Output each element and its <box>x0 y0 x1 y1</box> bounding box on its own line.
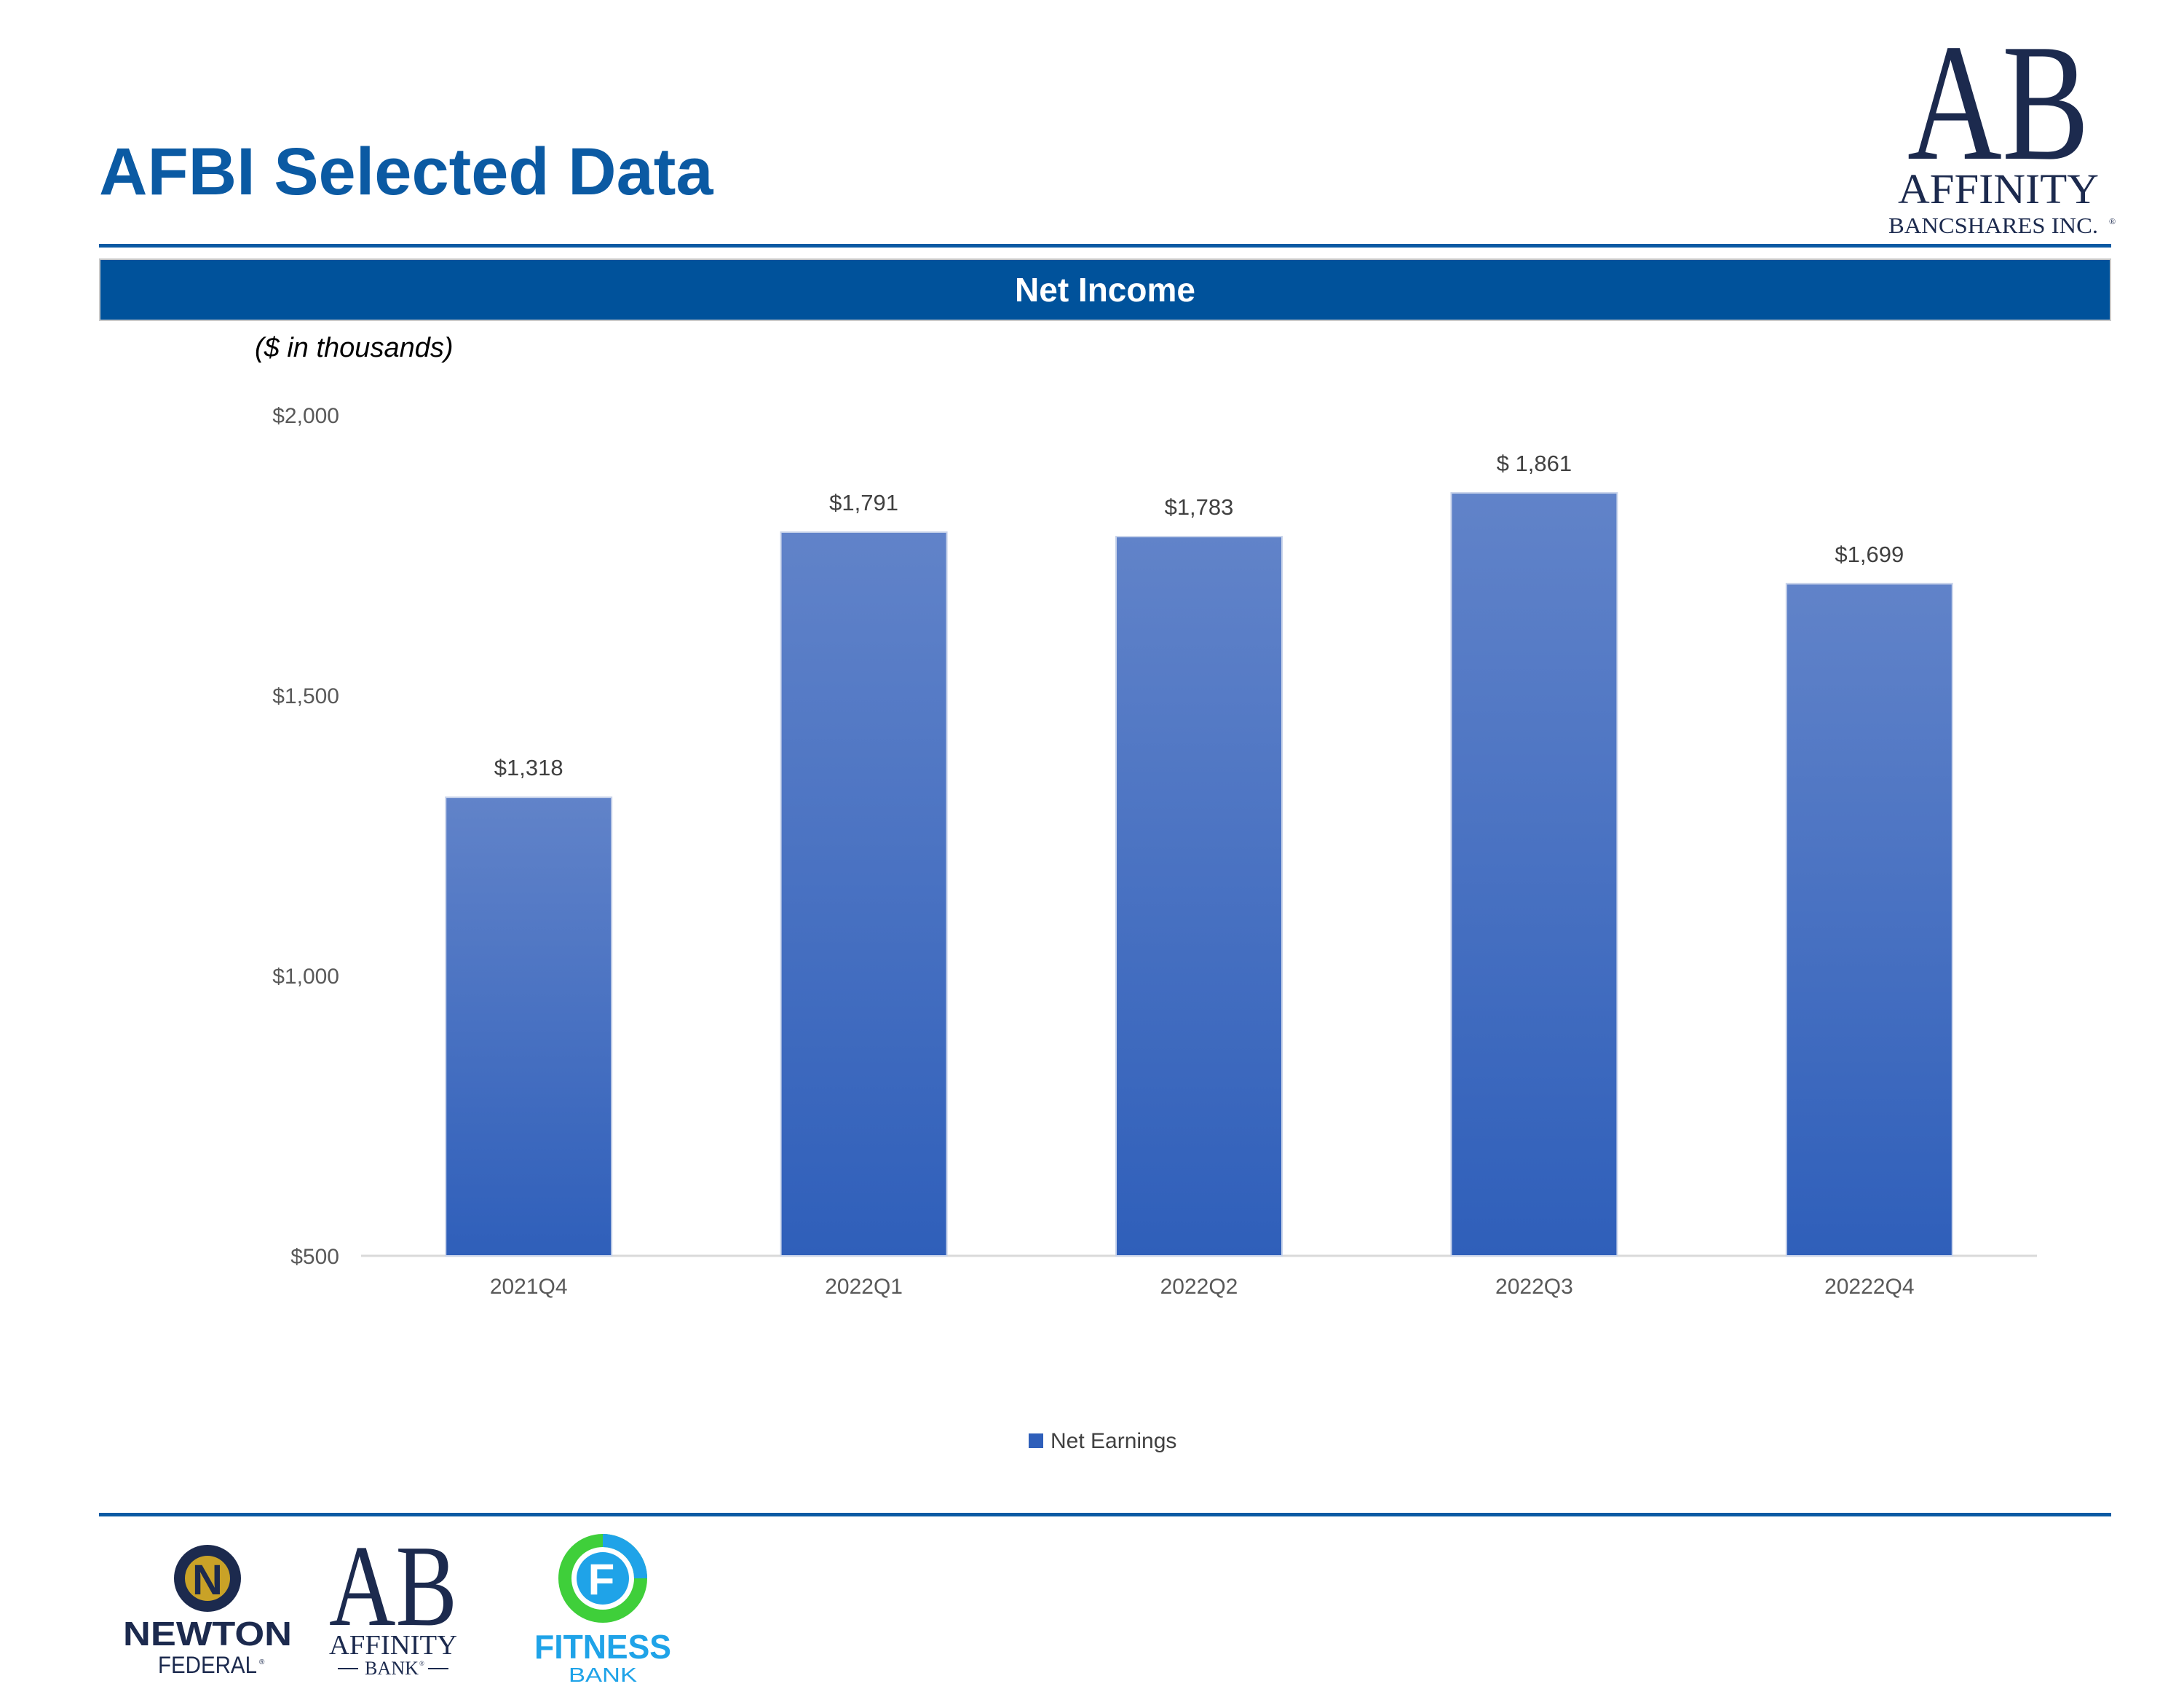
newton-subname: FEDERAL <box>158 1652 257 1678</box>
x-tick-label: 20222Q4 <box>1824 1275 1914 1299</box>
y-tick-label: $1,000 <box>272 965 339 989</box>
net-income-chart: $500 $1,000 $1,500 $2,000 $1,318 $1,791 $1,78… <box>272 404 2037 1453</box>
bar <box>1450 492 1618 1257</box>
legend-label: Net Earnings <box>1051 1429 1176 1453</box>
fitness-badge-letter: F <box>588 1555 615 1604</box>
data-label: $1,791 <box>829 490 898 515</box>
registered-mark: ® <box>419 1660 424 1667</box>
logo-monogram: AB <box>1907 26 2089 195</box>
data-label: $ 1,861 <box>1497 451 1572 476</box>
x-tick-label: 2021Q4 <box>490 1275 568 1299</box>
registered-mark: ® <box>259 1658 265 1666</box>
header-divider <box>99 244 2111 248</box>
logo-monogram: AB <box>329 1529 457 1650</box>
newton-name: NEWTON <box>123 1615 292 1653</box>
bar <box>1115 536 1283 1257</box>
section-banner: Net Income <box>99 258 2111 321</box>
bar <box>1785 582 1953 1257</box>
units-note: ($ in thousands) <box>255 333 454 363</box>
fitness-name: FITNESS <box>534 1628 671 1666</box>
registered-mark: ® <box>2109 216 2116 226</box>
x-tick-label: 2022Q3 <box>1495 1275 1573 1299</box>
x-tick-label: 2022Q2 <box>1160 1275 1238 1299</box>
newton-badge-letter: N <box>192 1557 223 1604</box>
legend: Net Earnings <box>1029 1429 1176 1453</box>
affinity-bank-subname: BANK <box>365 1658 419 1679</box>
footer-divider <box>99 1513 2111 1516</box>
fitness-bank-logo: F FITNESS BANK <box>523 1529 683 1689</box>
page-title: AFBI Selected Data <box>99 135 713 209</box>
x-tick-label: 2022Q1 <box>825 1275 903 1299</box>
y-tick-label: $500 <box>290 1245 339 1269</box>
bar <box>780 531 948 1257</box>
newton-federal-logo: N NEWTON FEDERAL ® <box>116 1535 298 1680</box>
y-tick-label: $2,000 <box>272 404 339 428</box>
data-label: $1,783 <box>1165 494 1234 520</box>
logo-subname: BANCSHARES INC. <box>1888 213 2098 238</box>
legend-swatch <box>1029 1433 1043 1448</box>
banner-title: Net Income <box>1015 271 1195 309</box>
affinity-bank-name: AFFINITY <box>329 1630 457 1661</box>
affinity-bancshares-logo: AB AFFINITY BANCSHARES INC. ® <box>1878 26 2118 245</box>
data-label: $1,318 <box>494 755 563 780</box>
data-label: $1,699 <box>1835 542 1904 567</box>
y-tick-label: $1,500 <box>272 684 339 708</box>
affinity-bank-logo: AB AFFINITY BANK ® <box>320 1529 466 1682</box>
fitness-subname: BANK <box>569 1664 637 1686</box>
logo-name: AFFINITY <box>1898 165 2099 213</box>
bar <box>445 796 613 1257</box>
